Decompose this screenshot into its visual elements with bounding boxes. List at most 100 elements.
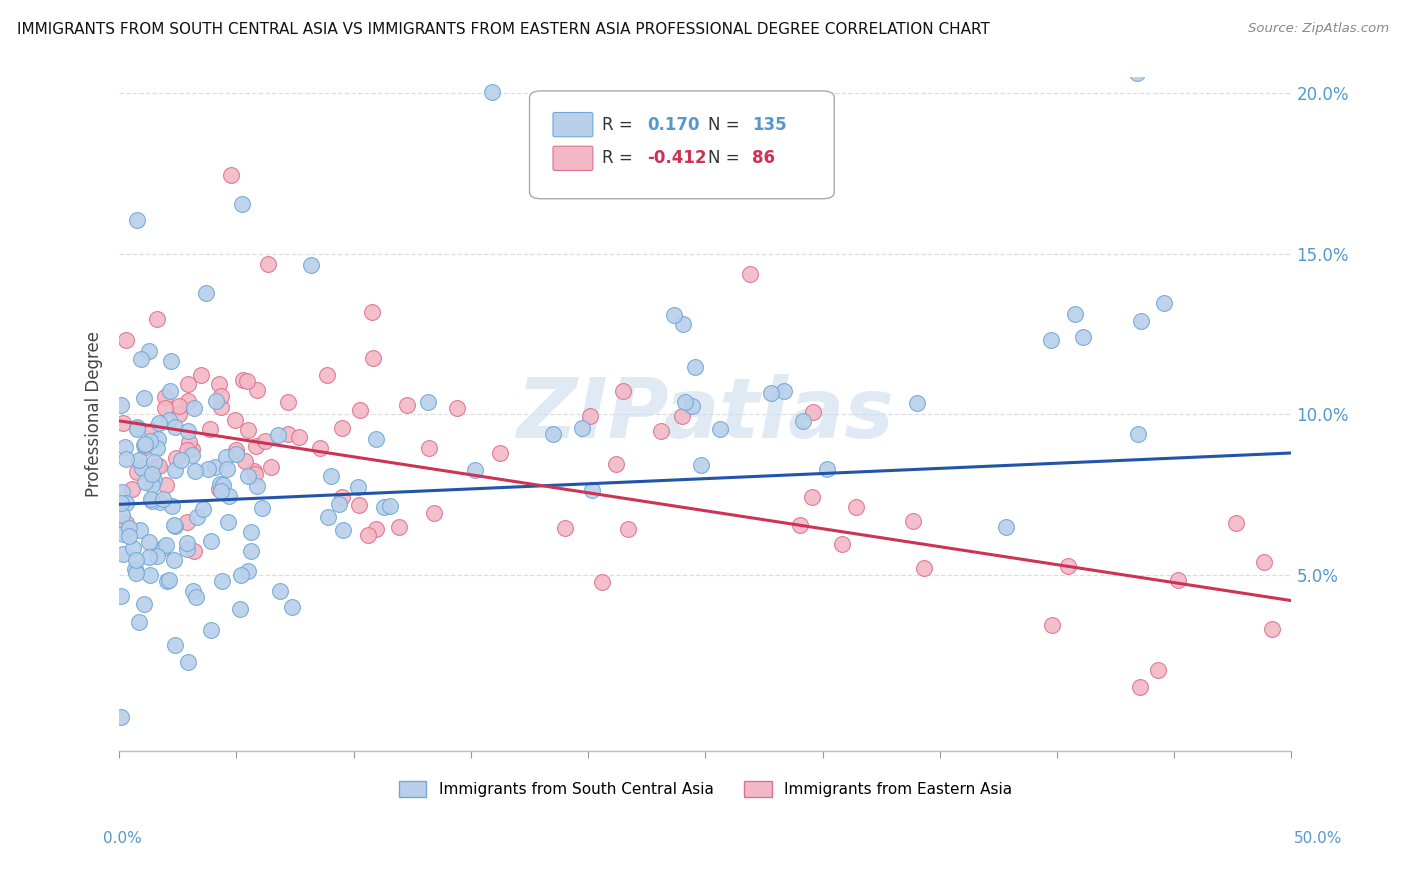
Point <box>167 407 190 421</box>
Y-axis label: Professional Degree: Professional Degree <box>86 332 103 498</box>
Point <box>673 395 696 409</box>
Point <box>1253 555 1275 569</box>
Point <box>738 267 761 281</box>
Point <box>346 479 368 493</box>
Point <box>423 507 446 521</box>
Point <box>831 537 853 551</box>
Point <box>1225 516 1247 530</box>
Point <box>709 422 731 436</box>
Text: ZIPatlas: ZIPatlas <box>516 374 894 455</box>
Point <box>118 521 141 535</box>
Point <box>489 445 512 459</box>
Point <box>177 377 200 392</box>
Point <box>163 518 186 533</box>
Point <box>905 395 928 409</box>
Point <box>176 655 198 669</box>
Point <box>209 389 232 403</box>
Point <box>1042 617 1064 632</box>
Point <box>901 514 924 528</box>
Point <box>148 433 170 447</box>
Point <box>141 477 163 491</box>
Point <box>229 568 252 582</box>
Point <box>183 544 205 558</box>
Point <box>138 549 160 564</box>
Point <box>605 457 627 471</box>
Text: 50.0%: 50.0% <box>1295 831 1343 846</box>
Point <box>1126 426 1149 441</box>
Point <box>218 490 240 504</box>
Point <box>257 257 280 271</box>
Point <box>242 464 264 478</box>
Point <box>554 521 576 535</box>
Point <box>236 564 259 578</box>
Point <box>801 404 824 418</box>
Point <box>252 501 274 516</box>
Point <box>330 420 353 434</box>
Point <box>912 561 935 575</box>
Point <box>124 566 146 580</box>
Point <box>176 515 198 529</box>
Point <box>361 351 384 365</box>
Point <box>208 483 231 497</box>
Point <box>221 169 243 183</box>
Point <box>145 458 167 473</box>
Point <box>125 422 148 436</box>
Point <box>141 494 163 508</box>
Point <box>148 458 170 473</box>
Point <box>177 393 200 408</box>
Point <box>181 448 204 462</box>
Point <box>463 462 485 476</box>
Point <box>138 535 160 549</box>
Point <box>231 197 253 211</box>
Point <box>110 508 132 522</box>
Point <box>581 483 603 498</box>
Point <box>416 395 439 409</box>
FancyBboxPatch shape <box>530 91 834 199</box>
Point <box>214 450 236 464</box>
Point <box>162 553 184 567</box>
Point <box>316 368 339 382</box>
Point <box>165 518 187 533</box>
Point <box>176 424 198 438</box>
Point <box>139 434 162 448</box>
Point <box>129 351 152 366</box>
Point <box>125 465 148 479</box>
Point <box>132 391 155 405</box>
Point <box>316 509 339 524</box>
Point <box>142 473 165 487</box>
Point <box>200 533 222 548</box>
Point <box>245 439 267 453</box>
Point <box>121 482 143 496</box>
Point <box>277 395 299 409</box>
Point <box>112 547 135 561</box>
Point <box>167 399 190 413</box>
Point <box>176 541 198 556</box>
Point <box>149 495 172 509</box>
Point <box>481 85 503 99</box>
Point <box>366 432 388 446</box>
Point <box>650 424 672 438</box>
Point <box>349 402 371 417</box>
Point <box>156 574 179 588</box>
Point <box>328 497 350 511</box>
Point <box>127 420 149 434</box>
Text: R =: R = <box>602 116 638 134</box>
Text: R =: R = <box>602 149 638 168</box>
Point <box>170 453 193 467</box>
Point <box>143 455 166 469</box>
Point <box>146 549 169 563</box>
Point <box>110 496 132 510</box>
Point <box>571 421 593 435</box>
Point <box>146 312 169 326</box>
Point <box>184 464 207 478</box>
Point <box>681 399 703 413</box>
Text: -0.412: -0.412 <box>647 149 706 168</box>
Point <box>134 597 156 611</box>
Point <box>225 447 247 461</box>
Point <box>1261 623 1284 637</box>
Point <box>801 490 824 504</box>
Point <box>163 463 186 477</box>
Point <box>162 500 184 514</box>
Point <box>1071 330 1094 344</box>
Point <box>1040 333 1063 347</box>
